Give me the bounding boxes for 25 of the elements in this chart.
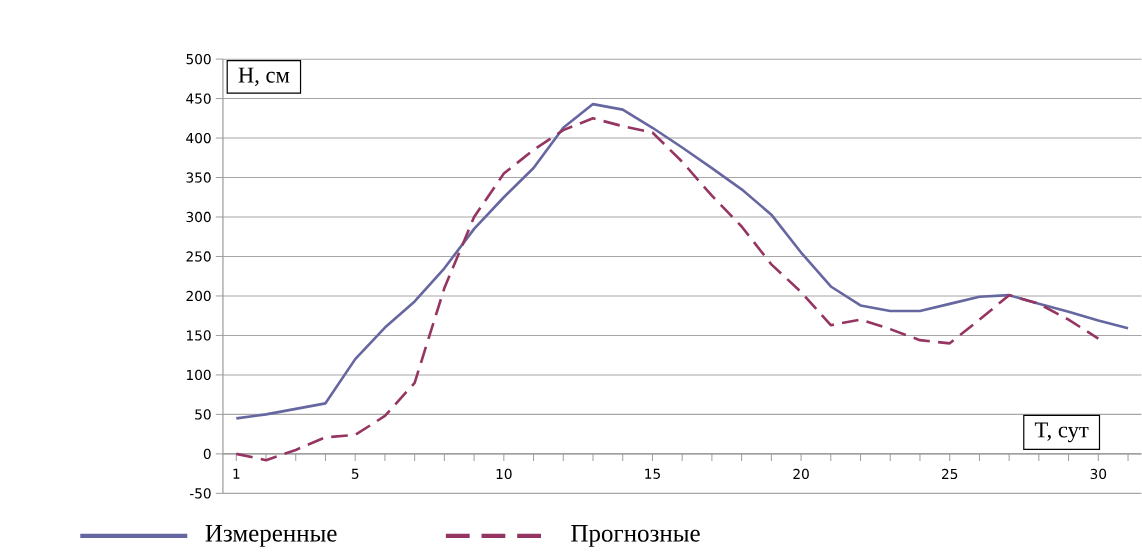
legend-label: Прогнозные [571,525,700,547]
x-tick-label: 15 [645,468,660,480]
x-axis-title: T, сут [1034,422,1089,443]
y-tick-label: 0 [203,448,211,460]
line-series [235,117,1100,462]
y-tick-label: 250 [186,251,211,262]
y-tick-label: 100 [187,369,211,381]
x-tick-label: 5 [351,468,359,480]
x-tick-label: 20 [793,468,809,480]
y-tick-label: 450 [186,93,211,104]
x-tick-label: 30 [1090,468,1107,480]
y-tick-label: 400 [186,133,211,144]
x-tick-label: 10 [496,468,512,480]
y-tick-label: 500 [186,54,211,65]
legend-label: Измеренные [205,525,337,547]
y-tick-label: 50 [195,409,211,420]
y-tick-label: 200 [186,290,211,302]
y-tick-label: 150 [187,330,211,341]
x-tick-label: 25 [942,468,958,480]
line-series [235,102,1130,420]
y-tick-label: 350 [186,172,211,183]
y-tick-label: 300 [186,211,211,223]
y-tick-label: -50 [189,488,211,499]
x-tick-label: 1 [233,468,240,479]
y-axis-title: H, см [238,67,290,87]
